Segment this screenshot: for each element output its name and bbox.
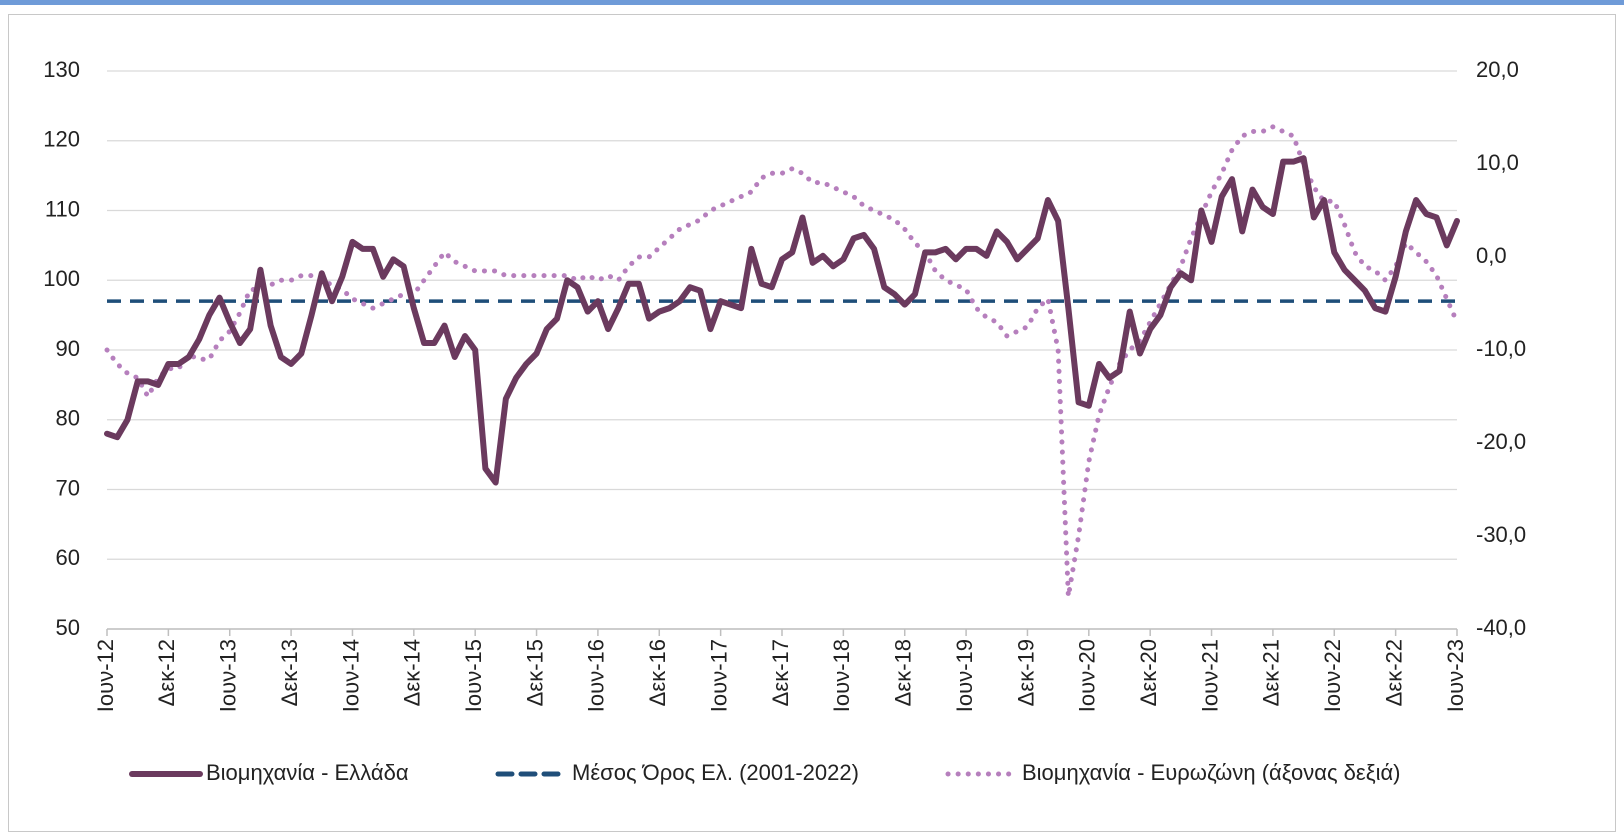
x-tick-label: Ιουν-14 (338, 639, 363, 712)
series-line (104, 155, 1460, 486)
y2-tick-label: -20,0 (1476, 429, 1526, 454)
y-tick-label: 70 (56, 475, 80, 500)
legend-label: Βιομηχανία - Ευρωζώνη (άξονας δεξιά) (1022, 760, 1401, 785)
y2-tick-label: -10,0 (1476, 336, 1526, 361)
y2-tick-label: -30,0 (1476, 522, 1526, 547)
x-tick-label: Ιουν-12 (93, 639, 118, 712)
x-tick-label: Δεκ-12 (154, 639, 179, 706)
top-bar (0, 0, 1624, 5)
x-tick-label: Ιουν-13 (216, 639, 241, 712)
x-tick-label: Ιουν-20 (1075, 639, 1100, 712)
x-tick-label: Δεκ-13 (277, 639, 302, 706)
frame (8, 14, 1616, 832)
x-tick-label: Δεκ-20 (1136, 639, 1161, 706)
x-tick-label: Δεκ-19 (1013, 639, 1038, 706)
y-tick-label: 110 (45, 196, 80, 221)
x-tick-label: Δεκ-16 (645, 639, 670, 706)
y-tick-label: 120 (43, 127, 80, 152)
x-tick-label: Ιουν-22 (1320, 639, 1345, 712)
x-tick-label: Δεκ-15 (522, 639, 547, 706)
legend-label: Βιομηχανία - Ελλάδα (206, 760, 409, 785)
y2-tick-label: 0,0 (1476, 243, 1507, 268)
x-tick-label: Ιουν-21 (1197, 639, 1222, 712)
y-tick-label: 90 (56, 336, 80, 361)
x-tick-label: Δεκ-14 (400, 639, 425, 706)
x-tick-label: Ιουν-18 (829, 639, 854, 712)
series-line (104, 124, 1460, 599)
y2-tick-label: 10,0 (1476, 150, 1519, 175)
y-tick-label: 80 (56, 406, 80, 431)
x-tick-label: Ιουν-16 (584, 639, 609, 712)
x-tick-label: Δεκ-21 (1259, 639, 1284, 706)
y-tick-label: 50 (56, 615, 80, 640)
x-tick-label: Δεκ-18 (891, 639, 916, 706)
y-tick-label: 130 (43, 57, 80, 82)
x-tick-label: Ιουν-23 (1443, 639, 1468, 712)
x-tick-label: Ιουν-17 (706, 639, 731, 712)
y2-tick-label: -40,0 (1476, 615, 1526, 640)
legend-label: Μέσος Όρος Ελ. (2001-2022) (572, 760, 859, 785)
x-tick-label: Δεκ-17 (768, 639, 793, 706)
x-tick-label: Δεκ-22 (1381, 639, 1406, 706)
y2-tick-label: 20,0 (1476, 57, 1519, 82)
x-tick-label: Ιουν-19 (952, 639, 977, 712)
y-tick-label: 100 (43, 266, 80, 291)
x-tick-label: Ιουν-15 (461, 639, 486, 712)
y-tick-label: 60 (56, 545, 80, 570)
